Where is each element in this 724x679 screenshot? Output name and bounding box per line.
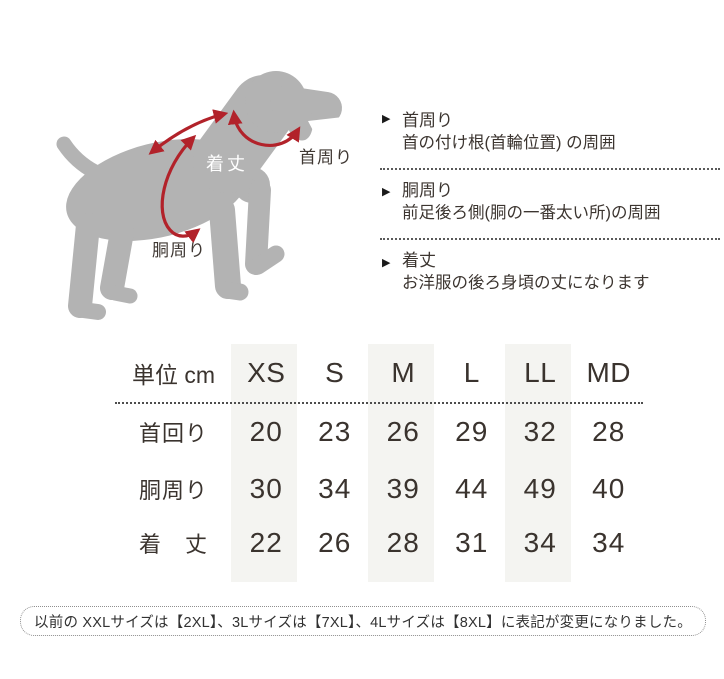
table-cell: 31	[455, 527, 489, 558]
row-label-back-length: 着 丈	[138, 532, 208, 557]
row-label-neck: 首回り	[138, 421, 208, 446]
dog-silhouette-diagram	[56, 71, 343, 320]
legend-item-girth: ▶ 胴周り 前足後ろ側(胴の一番太い所)の周囲	[380, 170, 720, 240]
table-cell: 26	[386, 416, 420, 447]
table-cell: 28	[386, 527, 420, 558]
dog-mouth-notch	[308, 117, 343, 140]
back-length-arrow	[148, 109, 229, 155]
legend-item-back-length: ▶ 着丈 お洋服の後ろ身頃の丈になります	[380, 240, 720, 308]
neck-girth-arrow	[227, 109, 301, 147]
row-label-girth: 胴周り	[138, 478, 208, 503]
table-cell: 30	[249, 473, 283, 504]
legend-title: 胴周り	[402, 181, 453, 200]
size-rename-notice-box: 以前の XXLサイズは【2XL】、3Lサイズは【7XL】、4Lサイズは【8XL】…	[20, 606, 706, 636]
table-cell: 49	[523, 473, 557, 504]
size-rename-notice-text: 以前の XXLサイズは【2XL】、3Lサイズは【7XL】、4Lサイズは【8XL】…	[34, 614, 692, 631]
legend-item-neck: ▶ 首周り 首の付け根(首輪位置) の周囲	[380, 100, 720, 170]
triangle-bullet-icon: ▶	[382, 113, 391, 125]
measurement-arrows	[148, 109, 301, 244]
table-cell: 34	[523, 527, 557, 558]
dog-silhouette	[56, 71, 342, 320]
legend-title: 着丈	[402, 251, 436, 270]
legend-description: 首の付け根(首輪位置) の周囲	[402, 134, 616, 152]
table-cell: 34	[318, 473, 352, 504]
table-cell: 32	[523, 416, 557, 447]
back-length-label: 着丈	[206, 154, 248, 174]
size-table: 単位 cm XS S M L LL MD 首回り 20 23 26 29 32 …	[115, 344, 643, 582]
column-header-xs: XS	[247, 357, 286, 388]
column-header-l: L	[463, 357, 480, 388]
table-cell: 39	[386, 473, 420, 504]
highlight-band-xs	[231, 344, 297, 582]
table-cell: 26	[318, 527, 352, 558]
column-header-ll: LL	[524, 357, 557, 388]
column-header-m: M	[391, 357, 416, 388]
body-girth-label: 胴周り	[152, 241, 206, 260]
triangle-bullet-icon: ▶	[382, 257, 391, 269]
table-cell: 29	[455, 416, 489, 447]
legend-title: 首周り	[402, 111, 453, 130]
highlight-band-m	[368, 344, 434, 582]
table-cell: 22	[249, 527, 283, 558]
column-header-md: MD	[586, 357, 632, 388]
measurement-legend: ▶ 首周り 首の付け根(首輪位置) の周囲 ▶ 胴周り 前足後ろ側(胴の一番太い…	[380, 100, 720, 308]
table-cell: 20	[249, 416, 283, 447]
table-header-rule	[115, 402, 643, 404]
table-cell: 28	[592, 416, 626, 447]
body-girth-arrow	[160, 134, 201, 244]
table-cell: 44	[455, 473, 489, 504]
table-unit-label: 単位 cm	[131, 362, 216, 388]
column-header-s: S	[325, 357, 345, 388]
triangle-bullet-icon: ▶	[382, 186, 391, 198]
neck-girth-label: 首周り	[299, 148, 353, 167]
table-cell: 40	[592, 473, 626, 504]
table-cell: 23	[318, 416, 352, 447]
table-cell: 34	[592, 527, 626, 558]
legend-description: お洋服の後ろ身頃の丈になります	[402, 274, 650, 292]
legend-description: 前足後ろ側(胴の一番太い所)の周囲	[402, 204, 661, 222]
highlight-band-ll	[505, 344, 571, 582]
